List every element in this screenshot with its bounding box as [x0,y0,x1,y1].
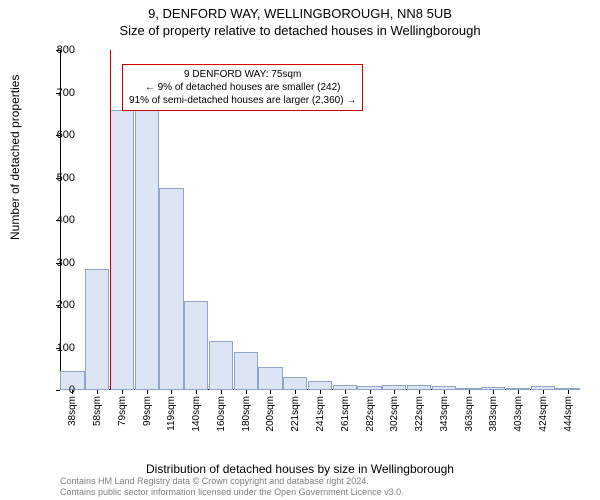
histogram-bar [283,377,307,390]
xtick-label: 200sqm [265,396,276,432]
xtick-label: 38sqm [67,396,78,426]
ytick-label: 500 [57,172,75,184]
y-axis-label: Number of detached properties [8,75,22,240]
ytick-label: 0 [69,384,75,396]
xtick-label: 322sqm [414,396,425,432]
ytick-label: 800 [57,44,75,56]
xtick-label: 58sqm [92,396,103,426]
xtick-mark [147,390,148,394]
xtick-mark [370,390,371,394]
ytick-label: 100 [57,342,75,354]
xtick-mark [394,390,395,394]
xtick-mark [171,390,172,394]
footer-line2: Contains public sector information licen… [60,487,404,498]
histogram-bar [110,110,134,391]
xtick-mark [419,390,420,394]
chart-title: 9, DENFORD WAY, WELLINGBOROUGH, NN8 5UB [0,0,600,21]
xtick-mark [97,390,98,394]
xtick-mark [246,390,247,394]
histogram-bar [258,367,282,390]
chart-subtitle: Size of property relative to detached ho… [0,21,600,38]
xtick-label: 160sqm [216,396,227,432]
ytick-label: 400 [57,214,75,226]
footer-text: Contains HM Land Registry data © Crown c… [60,476,404,498]
histogram-bar [209,341,233,390]
histogram-bar [308,381,332,390]
annotation-line: 91% of semi-detached houses are larger (… [129,94,356,107]
xtick-mark [568,390,569,394]
marker-line [110,50,112,390]
xtick-label: 241sqm [315,396,326,432]
xtick-mark [221,390,222,394]
ytick-label: 600 [57,129,75,141]
xtick-label: 302sqm [389,396,400,432]
xtick-mark [469,390,470,394]
xtick-label: 119sqm [166,396,177,431]
xtick-label: 363sqm [464,396,475,432]
x-axis-label: Distribution of detached houses by size … [0,462,600,476]
histogram-bar [234,352,258,390]
xtick-mark [270,390,271,394]
ytick-label: 300 [57,257,75,269]
xtick-label: 383sqm [488,396,499,432]
xtick-label: 140sqm [191,396,202,432]
xtick-label: 424sqm [538,396,549,432]
xtick-label: 403sqm [513,396,524,432]
xtick-label: 261sqm [340,396,351,432]
annotation-line: 9 DENFORD WAY: 75sqm [129,68,356,81]
annotation-box: 9 DENFORD WAY: 75sqm← 9% of detached hou… [122,64,363,111]
xtick-mark [518,390,519,394]
histogram-bar [159,188,183,390]
xtick-label: 444sqm [563,396,574,432]
xtick-mark [493,390,494,394]
xtick-mark [444,390,445,394]
xtick-label: 180sqm [241,396,252,432]
xtick-mark [295,390,296,394]
histogram-bar [85,269,109,390]
xtick-mark [320,390,321,394]
chart-container: 9, DENFORD WAY, WELLINGBOROUGH, NN8 5UB … [0,0,600,500]
xtick-mark [122,390,123,394]
histogram-bar [184,301,208,390]
footer-line1: Contains HM Land Registry data © Crown c… [60,476,404,487]
xtick-mark [196,390,197,394]
xtick-label: 343sqm [439,396,450,432]
ytick-label: 700 [57,87,75,99]
annotation-line: ← 9% of detached houses are smaller (242… [129,81,356,94]
xtick-label: 79sqm [117,396,128,426]
bars-group: 9 DENFORD WAY: 75sqm← 9% of detached hou… [60,50,580,390]
ytick-mark [56,390,60,391]
xtick-label: 221sqm [290,396,301,432]
xtick-label: 99sqm [142,396,153,426]
histogram-bar [135,101,159,390]
xtick-mark [345,390,346,394]
ytick-label: 200 [57,299,75,311]
plot-area: 9 DENFORD WAY: 75sqm← 9% of detached hou… [60,50,580,430]
xtick-mark [543,390,544,394]
xtick-label: 282sqm [365,396,376,432]
